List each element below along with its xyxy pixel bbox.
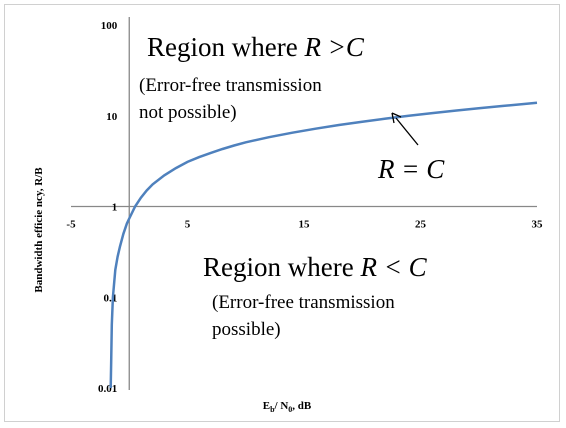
annotation-below-note-line2: possible) [212, 319, 281, 340]
x-tick-label: 25 [415, 219, 427, 231]
x-tick-label: 15 [299, 219, 311, 231]
curve-label-arrow-head [391, 112, 402, 124]
annotation-above-note-line2: not possible) [139, 102, 237, 123]
x-axis-title: Eb/ N0, dB [263, 400, 312, 414]
x-tick-label: 5 [185, 219, 191, 231]
y-tick-label: 100 [101, 20, 118, 32]
y-axis-title: Bandwidth efficie ncy, R/B [33, 167, 45, 293]
annotation-above-note-line1: (Error-free transmission [139, 75, 322, 96]
y-tick-label: 1 [112, 202, 118, 214]
axes [71, 17, 537, 390]
x-tick-label: -5 [66, 219, 76, 231]
y-tick-label: 0.1 [104, 292, 118, 304]
chart-frame [4, 4, 560, 422]
annotation-region-below: Region where R < C [203, 252, 428, 282]
y-tick-label: 0.01 [98, 383, 117, 395]
curve-label-arrow-shaft [395, 117, 419, 146]
y-tick-label: 10 [106, 111, 118, 123]
annotation-curve-label: R = C [377, 154, 445, 184]
series-line [109, 101, 538, 389]
annotation-region-above: Region where R >C [147, 32, 365, 62]
tick-labels: -5 5 15 25 35 0.01 0.1 1 10 100 [66, 20, 543, 395]
x-tick-label: 35 [532, 219, 544, 231]
annotation-below-note-line1: (Error-free transmission [212, 292, 395, 313]
